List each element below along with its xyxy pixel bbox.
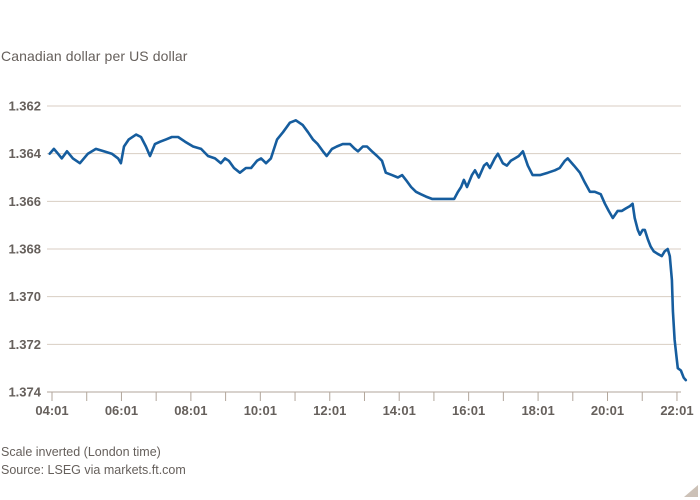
y-tick-label: 1.374 [8, 385, 41, 400]
y-tick-label: 1.366 [8, 194, 41, 209]
x-tick-label: 18:01 [521, 403, 554, 418]
y-tick-label: 1.368 [8, 242, 41, 257]
y-tick-label: 1.362 [8, 99, 41, 114]
y-tick-label: 1.364 [8, 146, 41, 161]
x-tick-label: 06:01 [105, 403, 138, 418]
chart-footer: Scale inverted (London time) Source: LSE… [1, 444, 186, 479]
x-tick-label: 16:01 [452, 403, 485, 418]
x-tick-label: 08:01 [174, 403, 207, 418]
chart-title: Canadian dollar per US dollar [1, 48, 188, 64]
chart-footnote: Scale inverted (London time) [1, 445, 161, 459]
resize-handle-icon [684, 485, 698, 497]
chart-source: Source: LSEG via markets.ft.com [1, 462, 186, 477]
x-tick-label: 22:01 [660, 403, 693, 418]
x-tick-label: 10:01 [244, 403, 277, 418]
x-tick-label: 04:01 [35, 403, 68, 418]
x-tick-label: 14:01 [383, 403, 416, 418]
y-tick-label: 1.370 [8, 289, 41, 304]
x-tick-label: 12:01 [313, 403, 346, 418]
y-tick-label: 1.372 [8, 337, 41, 352]
price-line-series [48, 119, 688, 382]
x-tick-label: 20:01 [591, 403, 624, 418]
